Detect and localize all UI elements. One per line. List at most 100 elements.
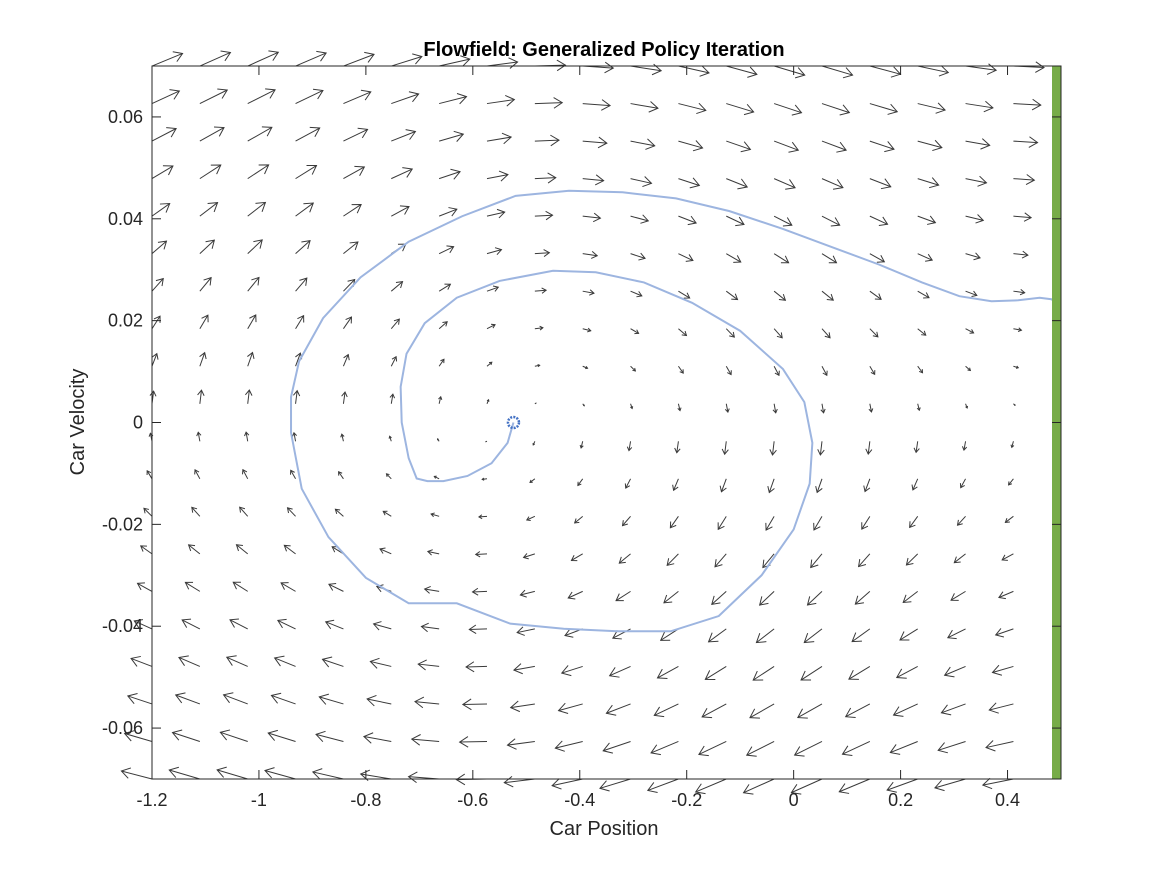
flow-arrow: [582, 327, 592, 333]
flow-arrow: [965, 365, 972, 372]
flow-arrow: [503, 775, 535, 788]
flow-arrow: [965, 403, 969, 409]
flow-arrow: [698, 741, 727, 757]
trajectory-line: [290, 189, 1062, 633]
flow-arrow: [869, 365, 876, 376]
flow-arrow: [810, 553, 823, 569]
flow-arrow: [292, 431, 297, 442]
y-tick-label: 0.04: [108, 209, 143, 229]
flow-arrow: [247, 351, 255, 367]
flow-arrow: [582, 174, 605, 186]
flow-arrow: [602, 741, 631, 754]
flow-arrow: [126, 693, 153, 705]
flow-arrow: [534, 325, 544, 331]
flow-arrow: [773, 328, 783, 339]
flow-arrow: [769, 441, 777, 456]
flow-arrow: [168, 766, 200, 780]
x-ticks: -1.2 -1 -0.8 -0.6 -0.4 -0.2 0 0.2 0.4: [136, 66, 1020, 810]
flow-arrow: [1001, 553, 1014, 561]
flow-arrow: [704, 666, 727, 680]
x-tick-label: 0.2: [888, 790, 913, 810]
flow-arrow: [468, 624, 488, 634]
flow-arrow: [965, 100, 994, 113]
flow-arrow: [551, 778, 583, 790]
flow-arrow: [216, 766, 248, 780]
flow-arrow: [714, 553, 727, 568]
trajectory-layer: [290, 189, 1062, 633]
flow-arrow: [512, 663, 535, 675]
x-tick-label: -0.6: [457, 790, 488, 810]
flow-arrow: [917, 139, 943, 152]
flow-arrow: [630, 101, 659, 113]
y-tick-label: 0.02: [108, 311, 143, 331]
flow-arrow: [821, 140, 848, 153]
flow-arrow: [293, 389, 301, 404]
flow-arrow: [577, 478, 584, 487]
flow-arrow: [773, 215, 793, 227]
x-tick-label: -1.2: [136, 790, 167, 810]
flow-arrow: [985, 740, 1014, 752]
flow-arrow: [815, 478, 823, 494]
flow-arrow: [199, 88, 229, 105]
flow-arrow: [899, 628, 918, 641]
flow-arrow: [773, 178, 796, 190]
flow-arrow: [199, 239, 216, 255]
flow-arrow: [666, 553, 679, 566]
flow-arrow: [821, 215, 841, 227]
flow-arrow: [570, 553, 583, 562]
y-tick-label: 0.06: [108, 107, 143, 127]
flow-arrow: [247, 50, 280, 67]
flow-arrow: [678, 253, 694, 262]
flow-arrow: [1013, 289, 1026, 296]
flow-arrow: [767, 478, 775, 494]
flow-arrow: [340, 433, 345, 442]
flow-arrow: [726, 215, 745, 227]
flow-arrow: [239, 506, 249, 517]
flow-arrow: [343, 165, 366, 180]
flow-arrow: [630, 365, 637, 372]
flow-arrow: [295, 50, 328, 67]
y-tick-label: -0.06: [102, 718, 143, 738]
flow-arrow: [247, 239, 263, 255]
flow-arrow: [863, 478, 871, 493]
flow-arrow: [717, 516, 727, 531]
flow-arrow: [701, 703, 727, 719]
y-ticks: 0.06 0.04 0.02 0 -0.02 -0.04 -0.06: [102, 107, 1061, 738]
flow-arrow: [151, 240, 168, 255]
flow-arrow: [797, 703, 823, 719]
flow-arrow: [151, 127, 177, 142]
flow-arrow: [630, 252, 646, 261]
flow-arrow: [618, 553, 631, 564]
y-tick-label: -0.02: [102, 514, 143, 534]
flow-arrow: [889, 741, 918, 755]
flow-arrow: [800, 666, 823, 681]
flow-arrow: [821, 365, 828, 377]
flow-arrow: [854, 591, 871, 605]
flow-arrow: [656, 665, 679, 680]
flow-arrow: [438, 245, 455, 255]
flow-arrow: [486, 170, 509, 182]
flow-arrow: [677, 403, 682, 412]
flow-arrow: [174, 692, 201, 705]
flow-arrow: [917, 65, 950, 77]
flow-arrow: [328, 583, 344, 592]
flow-arrow: [965, 175, 988, 187]
flow-arrow: [934, 778, 966, 792]
flow-arrow: [232, 581, 248, 592]
flow-arrow: [286, 507, 296, 517]
flow-arrow: [151, 277, 164, 292]
flow-arrow: [534, 134, 560, 147]
flow-arrow: [773, 253, 790, 264]
flow-arrow: [1013, 174, 1036, 186]
flow-arrow: [821, 178, 844, 190]
flow-arrow: [678, 290, 691, 299]
flow-arrow: [886, 778, 918, 793]
flow-arrow: [151, 51, 184, 67]
flow-arrow: [956, 515, 966, 526]
flow-arrow: [486, 95, 516, 107]
flow-arrow: [146, 470, 153, 480]
flow-arrow: [295, 88, 324, 105]
flow-arrow: [821, 290, 834, 301]
flow-arrow: [295, 202, 315, 217]
